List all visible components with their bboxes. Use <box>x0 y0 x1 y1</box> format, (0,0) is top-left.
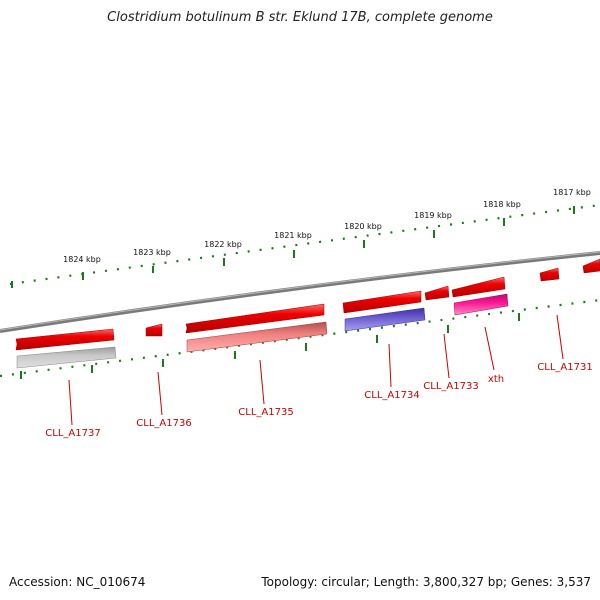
leader-lines <box>68 314 564 426</box>
genome-summary-text: Topology: circular; Length: 3,800,327 bp… <box>261 575 591 589</box>
cds-track <box>15 258 600 351</box>
gene-bar-xth <box>453 293 509 316</box>
gene-label-xth: xth <box>488 374 504 385</box>
gene-bar-1734 <box>344 307 426 332</box>
gene-label-1733: CLL_A1733 <box>423 381 478 392</box>
accession-text: Accession: NC_010674 <box>9 575 146 589</box>
gene-label-1731: CLL_A1731 <box>537 362 592 373</box>
tick-label-1817: 1817 kbp <box>553 188 591 197</box>
outer-major-ticks <box>11 206 575 288</box>
cds-1735 <box>185 303 325 334</box>
gene-label-1734: CLL_A1734 <box>364 390 419 401</box>
cds-1731 <box>539 267 560 282</box>
tick-label-1822: 1822 kbp <box>204 240 242 249</box>
cds-1737 <box>15 328 115 351</box>
gene-bar-1735 <box>186 321 328 353</box>
tick-label-1820: 1820 kbp <box>344 222 382 231</box>
cds-xth <box>451 276 506 298</box>
gene-label-1735: CLL_A1735 <box>238 407 293 418</box>
gene-bar-1737 <box>16 346 117 369</box>
inner-tick-line <box>0 298 600 378</box>
tick-label-1824: 1824 kbp <box>63 255 101 264</box>
kbp-labels: 1824 kbp 1823 kbp 1822 kbp 1821 kbp 1820… <box>63 188 591 264</box>
cds-1733 <box>424 285 450 301</box>
gene-label-1736: CLL_A1736 <box>136 418 191 429</box>
tick-label-1819: 1819 kbp <box>414 211 452 220</box>
gene-label-1737: CLL_A1737 <box>45 428 100 439</box>
gene-labels: CLL_A1737 CLL_A1736 CLL_A1735 CLL_A1734 … <box>45 362 592 439</box>
backbone-highlight <box>0 251 600 331</box>
tick-label-1818: 1818 kbp <box>483 200 521 209</box>
cds-1736 <box>145 323 163 337</box>
gene-track <box>16 293 509 369</box>
inner-major-ticks <box>20 313 520 379</box>
cds-1730 <box>582 258 600 274</box>
cds-1734 <box>342 290 422 314</box>
tick-label-1821: 1821 kbp <box>274 231 312 240</box>
outer-tick-line <box>9 203 600 286</box>
map-title: Clostridium botulinum B str. Eklund 17B,… <box>107 10 493 25</box>
tick-label-1823: 1823 kbp <box>133 248 171 257</box>
backbone-line <box>0 251 600 333</box>
